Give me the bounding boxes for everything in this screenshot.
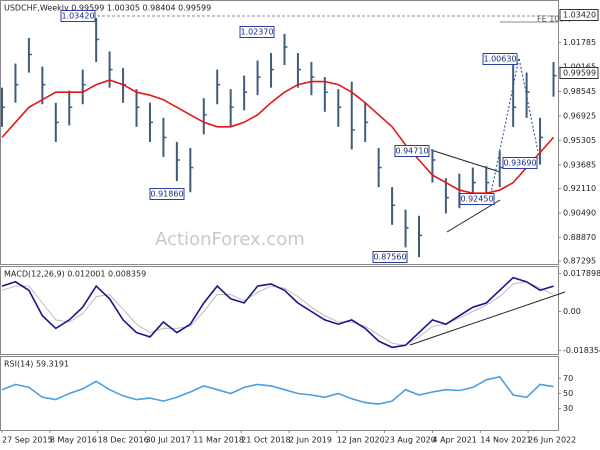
annotation: 0.91860 bbox=[150, 190, 183, 199]
y-tick-label: 0.00 bbox=[563, 307, 581, 316]
y-tick-label: 0.88870 bbox=[563, 233, 596, 242]
y-tick-label: 0.87295 bbox=[563, 257, 596, 266]
x-tick-label: 26 Jun 2022 bbox=[528, 436, 576, 445]
price-panel bbox=[0, 0, 559, 265]
annotation-box bbox=[482, 53, 518, 65]
x-tick-label: 11 Mar 2018 bbox=[193, 436, 244, 445]
annotation-box bbox=[60, 10, 96, 22]
x-tick-label: 27 Sep 2015 bbox=[2, 436, 53, 445]
series-line bbox=[1, 79, 555, 194]
y-tick-label: -0.018354 bbox=[563, 346, 600, 355]
y-tick-label: 0.90490 bbox=[563, 208, 596, 217]
annotation-box bbox=[372, 251, 408, 263]
watermark: ActionForex.com bbox=[155, 229, 305, 250]
triangle-upper bbox=[430, 149, 501, 173]
x-tick-label: 18 Dec 2016 bbox=[98, 436, 149, 445]
annotation-box bbox=[239, 26, 275, 38]
y-tick-label: 0.98545 bbox=[563, 87, 596, 96]
y-tick-label: 0.92110 bbox=[563, 184, 596, 193]
series-line bbox=[1, 375, 554, 405]
axis-marker-box bbox=[559, 67, 599, 79]
x-tick-label: 2 Jun 2019 bbox=[289, 436, 332, 445]
annotation: 0.93690 bbox=[503, 159, 536, 168]
x-tick-label: 8 May 2016 bbox=[50, 436, 97, 445]
macd-panel bbox=[0, 266, 559, 355]
x-tick-label: 30 Jul 2017 bbox=[145, 436, 190, 445]
annotation: 0.87560 bbox=[373, 253, 406, 262]
annotation: FE 100.0 bbox=[537, 15, 572, 24]
x-tick-label: 21 Oct 2018 bbox=[241, 436, 290, 445]
annotation-box bbox=[459, 193, 495, 205]
wave-projection bbox=[489, 57, 541, 199]
macd-trendline bbox=[409, 291, 566, 346]
annotation-box bbox=[502, 157, 538, 169]
y-tick-label: 0.96925 bbox=[563, 111, 596, 120]
annotation: 1.00630 bbox=[483, 55, 516, 64]
annotation: 1.03420 bbox=[61, 12, 94, 21]
annotation-box bbox=[149, 188, 185, 200]
annotation: 1.02370 bbox=[240, 28, 273, 37]
series-line bbox=[1, 281, 554, 346]
y-tick-label: 0.017898 bbox=[563, 269, 600, 278]
y-tick-label: 50 bbox=[563, 389, 573, 398]
y-tick-label: 0.95305 bbox=[563, 136, 596, 145]
annotation: 0.94710 bbox=[395, 147, 428, 156]
x-tick-label: 12 Jan 2020 bbox=[337, 436, 385, 445]
axis-marker-box bbox=[559, 9, 599, 21]
x-tick-label: 4 Apr 2021 bbox=[432, 436, 476, 445]
panel-title: MACD(12,26,9) 0.012001 0.008359 bbox=[4, 270, 146, 279]
y-tick-label: 0.93685 bbox=[563, 160, 596, 169]
y-tick-label: 1.01785 bbox=[563, 38, 596, 47]
y-tick-label: 70 bbox=[563, 374, 573, 383]
x-tick-label: 14 Nov 2021 bbox=[480, 436, 531, 445]
axis-marker: 0.99599 bbox=[563, 69, 596, 78]
annotation: 0.92450 bbox=[460, 195, 493, 204]
y-tick-label: 30 bbox=[563, 404, 573, 413]
axis-marker: 1.03420 bbox=[563, 11, 596, 20]
rsi-panel bbox=[0, 356, 559, 431]
series-line bbox=[1, 276, 554, 349]
x-tick-label: 23 Aug 2020 bbox=[385, 436, 436, 445]
panel-title: USDCHF,Weekly 0.99599 1.00305 0.98404 0.… bbox=[4, 4, 211, 13]
triangle-lower bbox=[446, 199, 501, 233]
panel-title: RSI(14) 59.3191 bbox=[4, 360, 69, 369]
annotation-box bbox=[394, 145, 430, 157]
